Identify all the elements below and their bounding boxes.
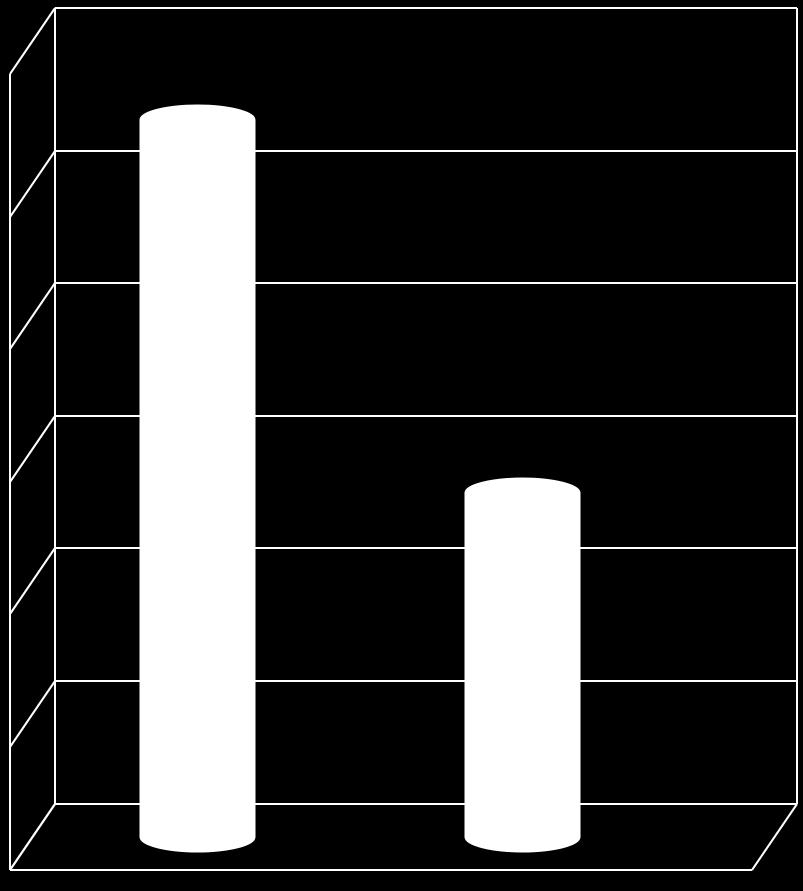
bar-cylinder: [140, 105, 255, 852]
bar-body: [140, 105, 255, 852]
bar-chart: [0, 0, 803, 891]
bar-cylinder: [465, 478, 580, 852]
bar-top-cap: [140, 105, 255, 135]
bar-body: [465, 478, 580, 852]
chart-background: [0, 0, 803, 891]
bar-top-cap: [465, 478, 580, 508]
